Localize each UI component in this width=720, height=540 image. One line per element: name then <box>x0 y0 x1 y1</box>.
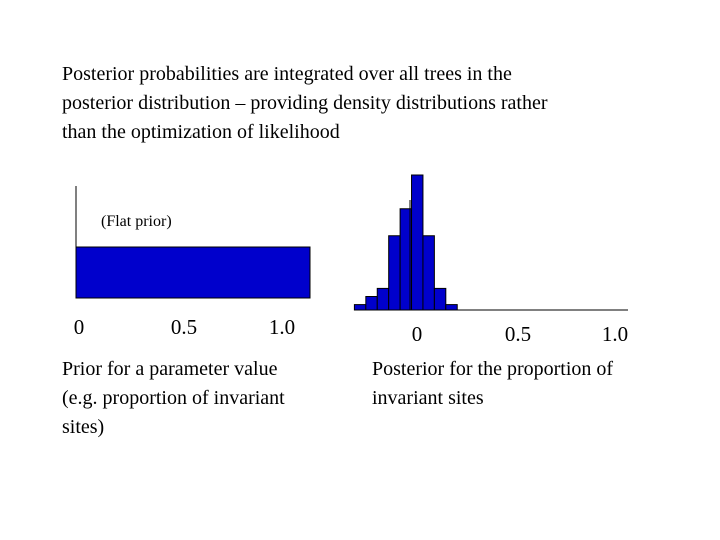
prior-tick-label: 1.0 <box>269 315 295 339</box>
prior-bars <box>75 246 311 299</box>
caption-line: Prior for a parameter value <box>62 358 278 380</box>
slide-heading: Posterior probabilities are integrated o… <box>62 60 682 147</box>
caption-line: invariant sites <box>372 387 484 409</box>
prior-bar <box>75 246 311 299</box>
prior-tick-label: 0 <box>74 315 85 339</box>
heading-line: posterior distribution – providing densi… <box>62 92 548 114</box>
prior-caption: Prior for a parameter value (e.g. propor… <box>62 355 285 442</box>
caption-line: sites) <box>62 416 105 438</box>
heading-line: Posterior probabilities are integrated o… <box>62 63 512 85</box>
heading-line: than the optimization of likelihood <box>62 121 340 143</box>
caption-line: (e.g. proportion of invariant <box>62 387 285 409</box>
prior-annotation: (Flat prior) <box>101 213 172 230</box>
posterior-caption: Posterior for the proportion of invarian… <box>372 355 613 413</box>
caption-line: Posterior for the proportion of <box>372 358 614 380</box>
prior-tick-label: 0.5 <box>171 315 197 339</box>
